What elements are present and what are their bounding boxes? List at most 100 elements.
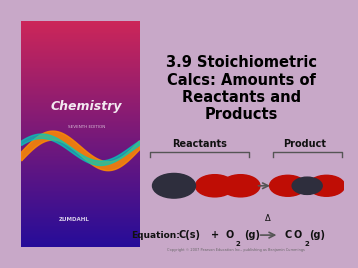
Circle shape <box>207 181 223 191</box>
Text: Δ: Δ <box>265 214 271 223</box>
Circle shape <box>157 176 191 196</box>
Circle shape <box>321 183 332 189</box>
Circle shape <box>224 176 257 195</box>
Circle shape <box>229 179 252 193</box>
Circle shape <box>301 183 313 189</box>
Text: C(s): C(s) <box>178 230 200 240</box>
Circle shape <box>285 184 291 188</box>
Circle shape <box>221 175 260 197</box>
Circle shape <box>305 185 309 187</box>
Circle shape <box>165 181 183 191</box>
Circle shape <box>213 185 217 187</box>
Circle shape <box>169 183 179 189</box>
Circle shape <box>208 182 222 190</box>
Circle shape <box>198 176 232 195</box>
Circle shape <box>297 180 318 192</box>
Circle shape <box>280 181 296 190</box>
Text: 3.9 Stoichiometric
Calcs: Amounts of
Reactants and
Products: 3.9 Stoichiometric Calcs: Amounts of Rea… <box>166 55 317 122</box>
Circle shape <box>153 173 195 198</box>
Circle shape <box>276 179 299 192</box>
Text: (g): (g) <box>309 230 325 240</box>
Text: Reactants: Reactants <box>172 139 227 149</box>
Circle shape <box>210 183 219 188</box>
Circle shape <box>314 178 339 193</box>
Circle shape <box>281 182 295 190</box>
Circle shape <box>318 181 335 191</box>
Circle shape <box>200 177 229 194</box>
Circle shape <box>199 177 231 195</box>
Circle shape <box>324 185 329 187</box>
Circle shape <box>304 184 310 188</box>
Circle shape <box>315 179 338 192</box>
Circle shape <box>227 178 254 193</box>
Text: Equation:: Equation: <box>131 230 180 240</box>
Circle shape <box>299 181 315 190</box>
Circle shape <box>284 183 292 188</box>
Circle shape <box>320 182 333 190</box>
Circle shape <box>323 184 330 188</box>
Circle shape <box>296 179 319 192</box>
Text: Chemistry: Chemistry <box>51 100 122 113</box>
Circle shape <box>282 183 294 189</box>
Circle shape <box>238 185 243 187</box>
Circle shape <box>235 183 246 189</box>
Circle shape <box>168 182 180 189</box>
Circle shape <box>232 181 249 191</box>
Circle shape <box>164 180 184 192</box>
Circle shape <box>209 183 221 189</box>
Circle shape <box>230 180 251 192</box>
Text: SEVENTH EDITION: SEVENTH EDITION <box>68 125 105 129</box>
Circle shape <box>158 177 190 195</box>
Circle shape <box>170 184 178 188</box>
Circle shape <box>236 183 245 188</box>
Circle shape <box>293 178 321 194</box>
Circle shape <box>155 175 193 196</box>
Circle shape <box>319 181 334 190</box>
Text: 2: 2 <box>305 241 309 247</box>
Circle shape <box>195 175 234 197</box>
Text: (g): (g) <box>244 230 260 240</box>
Circle shape <box>203 179 227 193</box>
Circle shape <box>204 180 226 192</box>
Circle shape <box>271 176 305 196</box>
Circle shape <box>286 185 290 187</box>
Circle shape <box>312 177 341 194</box>
Circle shape <box>231 180 250 191</box>
Polygon shape <box>21 131 140 171</box>
Circle shape <box>212 184 218 188</box>
Circle shape <box>322 183 331 188</box>
Circle shape <box>272 177 304 195</box>
Circle shape <box>278 180 298 192</box>
Circle shape <box>274 178 301 193</box>
Circle shape <box>222 175 259 196</box>
Circle shape <box>303 183 312 188</box>
Text: +: + <box>211 230 219 240</box>
Circle shape <box>172 185 176 187</box>
Text: ZUMDAHL: ZUMDAHL <box>59 217 90 222</box>
Circle shape <box>309 176 344 196</box>
Circle shape <box>313 178 340 193</box>
Circle shape <box>310 177 343 195</box>
Circle shape <box>161 178 187 193</box>
Circle shape <box>154 174 194 197</box>
Circle shape <box>226 177 255 194</box>
Circle shape <box>197 175 233 196</box>
Text: O: O <box>293 230 301 240</box>
Circle shape <box>273 177 303 194</box>
Circle shape <box>166 181 182 190</box>
Circle shape <box>300 182 314 190</box>
Polygon shape <box>21 134 140 166</box>
Circle shape <box>316 180 337 192</box>
Text: 2: 2 <box>235 241 240 247</box>
Circle shape <box>237 184 244 188</box>
Circle shape <box>205 180 224 191</box>
Circle shape <box>225 177 256 195</box>
Circle shape <box>275 178 300 193</box>
Circle shape <box>308 175 345 196</box>
Circle shape <box>298 181 316 191</box>
Circle shape <box>292 177 322 194</box>
Circle shape <box>295 178 320 193</box>
Text: O: O <box>226 230 234 240</box>
Text: C: C <box>285 230 292 240</box>
Circle shape <box>159 177 189 194</box>
